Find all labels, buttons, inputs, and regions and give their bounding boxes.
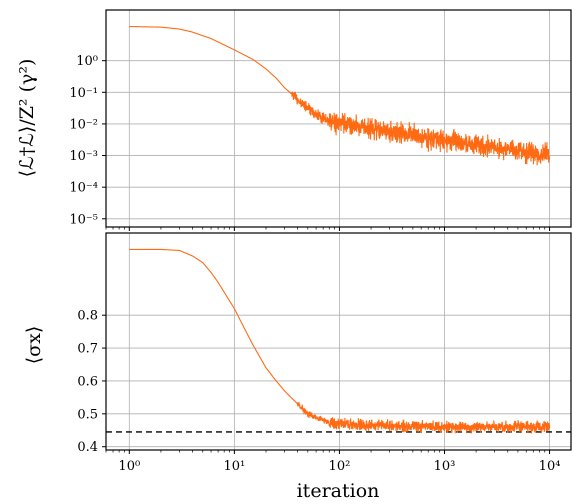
top-ticks: 10⁻⁵ 10⁻⁴ 10⁻³ 10⁻² 10⁻¹ 10⁰ xyxy=(69,54,551,231)
bottom-data-line xyxy=(129,248,551,434)
bottom-grid xyxy=(106,233,571,450)
y-tick-label: 0.5 xyxy=(77,407,98,422)
bottom-axes-frame xyxy=(105,232,572,451)
bottom-ticks: 10⁰ 10¹ 10² 10³ 10⁴ 0.4 0.5 0.6 0.7 0.8 xyxy=(77,309,560,474)
top-plot-panel: 10⁻⁵ 10⁻⁴ 10⁻³ 10⁻² 10⁻¹ 10⁰ ⟨ℒ†ℒ⟩/Z² (γ²) xyxy=(16,9,572,231)
y-tick-label: 10⁻¹ xyxy=(69,86,98,101)
y-tick-label: 0.4 xyxy=(77,440,98,455)
x-tick-label: 10⁴ xyxy=(539,459,561,474)
top-data-line xyxy=(129,25,551,166)
top-axes-frame xyxy=(105,9,572,228)
x-tick-label: 10¹ xyxy=(223,459,245,474)
y-tick-label: 0.7 xyxy=(77,342,98,357)
top-line-series xyxy=(129,25,551,166)
bottom-line-series xyxy=(129,248,551,434)
y-tick-label: 10⁻⁴ xyxy=(69,181,98,196)
bottom-plot-panel: 10⁰ 10¹ 10² 10³ 10⁴ 0.4 0.5 0.6 0.7 0.8 ⟨σx⟩ iter… xyxy=(23,232,572,502)
top-y-axis-label: ⟨ℒ†ℒ⟩/Z² (γ²) xyxy=(16,59,38,178)
x-axis-label: iteration xyxy=(297,480,380,502)
x-tick-label: 10² xyxy=(329,459,351,474)
y-tick-label: 10⁰ xyxy=(76,54,98,69)
y-tick-label: 10⁻³ xyxy=(69,149,98,164)
y-tick-label: 10⁻⁵ xyxy=(69,212,98,227)
y-tick-label: 0.6 xyxy=(77,374,98,389)
bottom-y-axis-label: ⟨σx⟩ xyxy=(23,326,45,365)
x-tick-label: 10³ xyxy=(434,459,456,474)
x-tick-label: 10⁰ xyxy=(118,459,140,474)
y-tick-label: 10⁻² xyxy=(69,117,98,132)
y-tick-label: 0.8 xyxy=(77,309,98,324)
